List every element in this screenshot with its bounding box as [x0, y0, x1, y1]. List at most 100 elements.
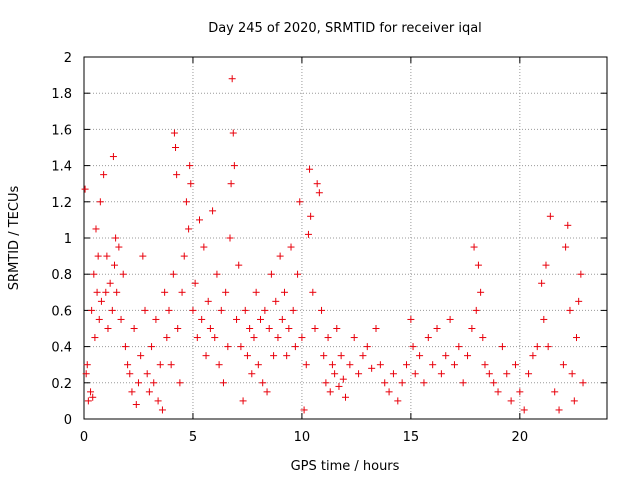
y-tick-label: 1.4: [51, 160, 72, 175]
data-point: [95, 315, 103, 323]
data-point: [503, 370, 511, 378]
data-point: [189, 306, 197, 314]
data-point: [479, 334, 487, 342]
data-point: [178, 288, 186, 296]
y-tick-label: 0.2: [51, 377, 72, 392]
data-point: [108, 306, 116, 314]
data-point: [87, 388, 95, 396]
data-point: [450, 361, 458, 369]
data-point: [173, 171, 181, 179]
data-point: [206, 325, 214, 332]
data-point: [568, 370, 576, 378]
data-point: [542, 261, 550, 269]
data-point: [411, 370, 419, 378]
data-point: [570, 397, 578, 405]
data-point: [416, 352, 424, 360]
data-point: [398, 379, 406, 387]
data-point: [97, 297, 105, 305]
data-point: [546, 212, 554, 220]
data-point: [191, 279, 199, 287]
data-point: [228, 75, 236, 83]
data-point: [520, 406, 528, 414]
y-tick-label: 1.8: [51, 87, 72, 102]
x-tick-label: 0: [80, 430, 88, 445]
x-axis-label: GPS time / hours: [291, 459, 400, 474]
data-point: [219, 379, 227, 387]
data-point: [304, 230, 312, 238]
data-point: [139, 252, 147, 260]
data-point: [143, 370, 151, 378]
data-point: [169, 270, 177, 278]
data-point: [109, 153, 117, 161]
data-point: [533, 343, 541, 351]
data-point: [525, 370, 533, 378]
data-point: [233, 315, 241, 323]
y-tick-label: 1.6: [51, 123, 72, 138]
x-tick-label: 10: [294, 430, 311, 445]
data-point: [187, 180, 195, 188]
data-point: [102, 288, 110, 296]
data-point: [186, 162, 194, 170]
data-point: [84, 397, 92, 405]
data-point: [113, 288, 121, 296]
data-point: [115, 243, 123, 251]
data-point: [335, 382, 343, 390]
data-point: [163, 334, 171, 342]
data-point: [167, 361, 175, 369]
data-point: [283, 352, 291, 360]
data-point: [289, 306, 297, 314]
data-point: [91, 334, 99, 342]
data-point: [287, 243, 295, 251]
data-point: [328, 361, 336, 369]
data-point: [259, 379, 267, 387]
data-point: [103, 252, 111, 260]
data-point: [267, 270, 275, 278]
data-point: [198, 315, 206, 323]
data-point: [229, 129, 237, 137]
axis-ticks: [83, 56, 607, 420]
data-point: [96, 198, 104, 206]
data-point: [121, 343, 129, 351]
y-tick-label: 2: [64, 51, 72, 66]
data-point: [511, 361, 519, 369]
data-point: [81, 185, 89, 193]
chart-title: Day 245 of 2020, SRMTID for receiver iqa…: [208, 21, 482, 36]
data-point: [112, 234, 120, 242]
data-point: [248, 370, 256, 378]
data-point: [298, 334, 306, 342]
data-point: [307, 212, 315, 220]
data-point: [385, 388, 393, 396]
data-point: [82, 370, 90, 378]
data-point: [222, 288, 230, 296]
data-point: [90, 270, 98, 278]
data-point: [516, 388, 524, 396]
data-point: [429, 361, 437, 369]
data-point: [274, 334, 282, 342]
data-point: [540, 315, 548, 323]
data-point: [257, 315, 265, 323]
data-point: [296, 198, 304, 206]
data-point: [472, 306, 480, 314]
data-point: [165, 306, 173, 314]
tick-labels: 00.20.40.60.811.21.41.61.820 5 10 15 20: [51, 51, 528, 445]
data-point: [477, 288, 485, 296]
data-point: [459, 379, 467, 387]
data-point: [226, 234, 234, 242]
data-point: [555, 406, 563, 414]
data-point: [154, 397, 162, 405]
data-point: [132, 401, 140, 409]
data-point: [409, 343, 417, 351]
data-point: [420, 379, 428, 387]
data-point: [224, 343, 232, 351]
data-point: [174, 325, 182, 332]
data-point: [272, 297, 280, 305]
data-point: [306, 165, 314, 173]
data-point: [172, 144, 180, 151]
data-point: [209, 207, 217, 215]
data-point: [235, 261, 243, 269]
data-point: [89, 393, 97, 401]
data-point: [389, 370, 397, 378]
data-point: [195, 216, 203, 224]
data-point: [148, 343, 156, 351]
